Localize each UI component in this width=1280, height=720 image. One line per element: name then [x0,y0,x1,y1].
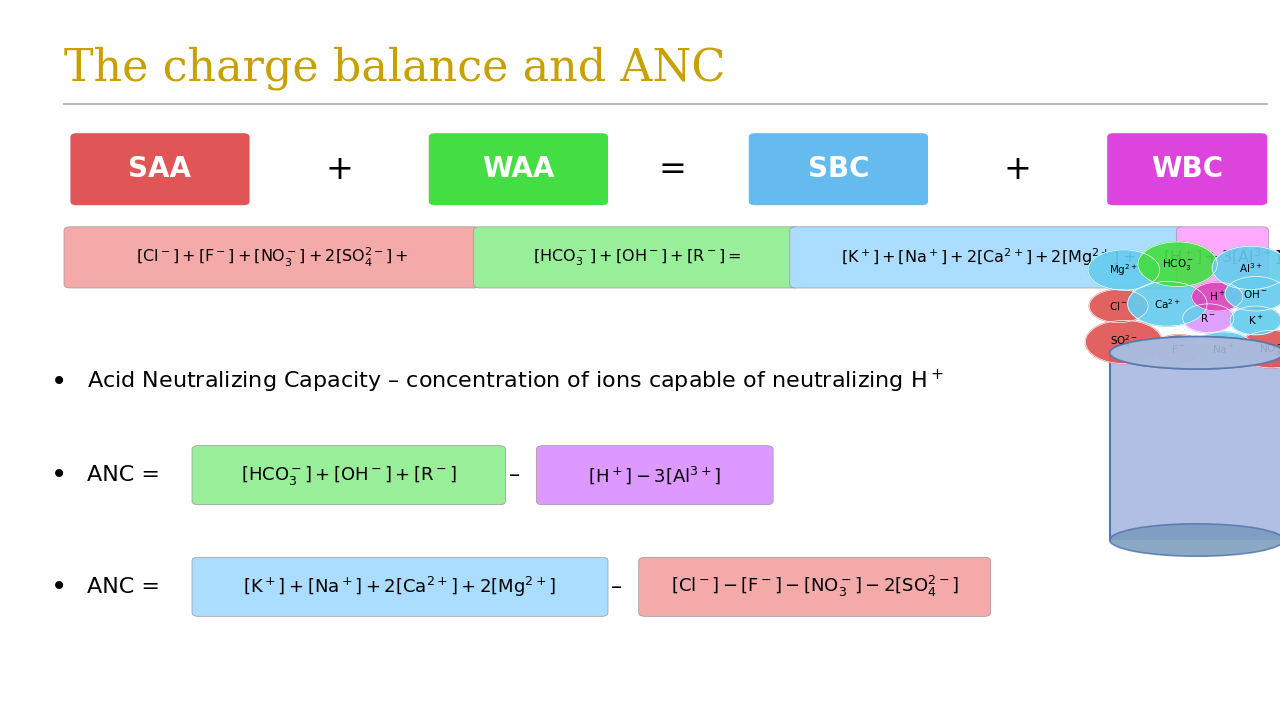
Text: $[\mathrm{HCO}_3^-]+[\mathrm{OH}^-]+[\mathrm{R}^-]=$: $[\mathrm{HCO}_3^-]+[\mathrm{OH}^-]+[\ma… [532,247,741,268]
Text: H$^+$: H$^+$ [1208,290,1226,303]
Text: Al$^{3+}$: Al$^{3+}$ [1239,261,1262,275]
FancyBboxPatch shape [474,227,800,288]
Text: –: – [612,577,622,597]
Text: •: • [51,368,68,395]
Ellipse shape [1110,524,1280,556]
Text: =: = [658,153,686,186]
FancyBboxPatch shape [192,446,506,505]
FancyBboxPatch shape [790,227,1187,288]
Text: +: + [325,153,353,186]
FancyBboxPatch shape [536,446,773,505]
Text: •: • [51,462,68,489]
Text: SO$_4^{2-}$: SO$_4^{2-}$ [1110,333,1138,351]
Text: Cl$^-$: Cl$^-$ [1110,300,1128,312]
Text: SAA: SAA [128,156,192,183]
Circle shape [1089,289,1148,323]
Text: –: – [509,465,520,485]
Circle shape [1183,304,1234,333]
Text: •: • [51,573,68,600]
Text: $[\mathrm{Cl}^-]-[\mathrm{F}^-]-[\mathrm{NO}_3^-]-2[\mathrm{SO}_4^{2-}]$: $[\mathrm{Cl}^-]-[\mathrm{F}^-]-[\mathrm… [671,575,959,599]
Text: Acid Neutralizing Capacity – concentration of ions capable of neutralizing H$^+$: Acid Neutralizing Capacity – concentrati… [87,368,943,395]
FancyBboxPatch shape [639,557,991,616]
Text: $[\mathrm{H}^+]+3[\mathrm{Al}^{3+}]$: $[\mathrm{H}^+]+3[\mathrm{Al}^{3+}]$ [1164,248,1280,267]
Circle shape [1088,250,1160,290]
Circle shape [1085,320,1162,364]
Circle shape [1192,282,1243,311]
Text: Ca$^{2+}$: Ca$^{2+}$ [1153,297,1181,311]
Circle shape [1225,276,1280,311]
FancyBboxPatch shape [192,557,608,616]
FancyBboxPatch shape [749,133,928,205]
Text: $[\mathrm{K}^+]+[\mathrm{Na}^+]+2[\mathrm{Ca}^{2+}]+2[\mathrm{Mg}^{2+}]$: $[\mathrm{K}^+]+[\mathrm{Na}^+]+2[\mathr… [243,575,557,599]
Text: $[\mathrm{Cl}^-]+[\mathrm{F}^-]+[\mathrm{NO}_3^-]+2[\mathrm{SO}_4^{2-}]+$: $[\mathrm{Cl}^-]+[\mathrm{F}^-]+[\mathrm… [136,246,408,269]
Text: ANC =: ANC = [87,577,168,597]
Circle shape [1230,306,1280,335]
FancyBboxPatch shape [70,133,250,205]
Ellipse shape [1110,337,1280,369]
Text: WBC: WBC [1151,156,1224,183]
Text: $[\mathrm{K}^+]+[\mathrm{Na}^+]+2[\mathrm{Ca}^{2+}]+2[\mathrm{Mg}^{2+}]+$: $[\mathrm{K}^+]+[\mathrm{Na}^+]+2[\mathr… [841,246,1135,269]
Text: OH$^-$: OH$^-$ [1243,288,1268,300]
Ellipse shape [1110,337,1280,369]
Circle shape [1212,246,1280,289]
Circle shape [1193,332,1254,366]
Text: +: + [1004,153,1032,186]
Text: The charge balance and ANC: The charge balance and ANC [64,47,726,90]
FancyBboxPatch shape [429,133,608,205]
Circle shape [1153,335,1204,364]
Text: R$^-$: R$^-$ [1201,312,1216,324]
Circle shape [1138,242,1217,287]
FancyBboxPatch shape [1107,133,1267,205]
Circle shape [1238,330,1280,368]
Polygon shape [1110,353,1280,540]
Text: ANC =: ANC = [87,465,168,485]
FancyBboxPatch shape [1176,227,1268,288]
Text: $[\mathrm{H}^+]-3[\mathrm{Al}^{3+}]$: $[\mathrm{H}^+]-3[\mathrm{Al}^{3+}]$ [588,464,722,486]
Text: HCO$_3^-$: HCO$_3^-$ [1161,257,1194,271]
Text: Mg$^{2+}$: Mg$^{2+}$ [1110,262,1138,278]
Text: NO$_3^-$: NO$_3^-$ [1258,342,1280,356]
Text: WAA: WAA [483,156,554,183]
Text: F$^-$: F$^-$ [1171,343,1187,355]
FancyBboxPatch shape [64,227,480,288]
Circle shape [1128,282,1207,326]
Text: K$^+$: K$^+$ [1248,314,1263,327]
Text: $[\mathrm{HCO}_3^-]+[\mathrm{OH}^-]+[\mathrm{R}^-]$: $[\mathrm{HCO}_3^-]+[\mathrm{OH}^-]+[\ma… [241,464,457,487]
Text: SBC: SBC [808,156,869,183]
Text: Na$^+$: Na$^+$ [1212,343,1235,356]
